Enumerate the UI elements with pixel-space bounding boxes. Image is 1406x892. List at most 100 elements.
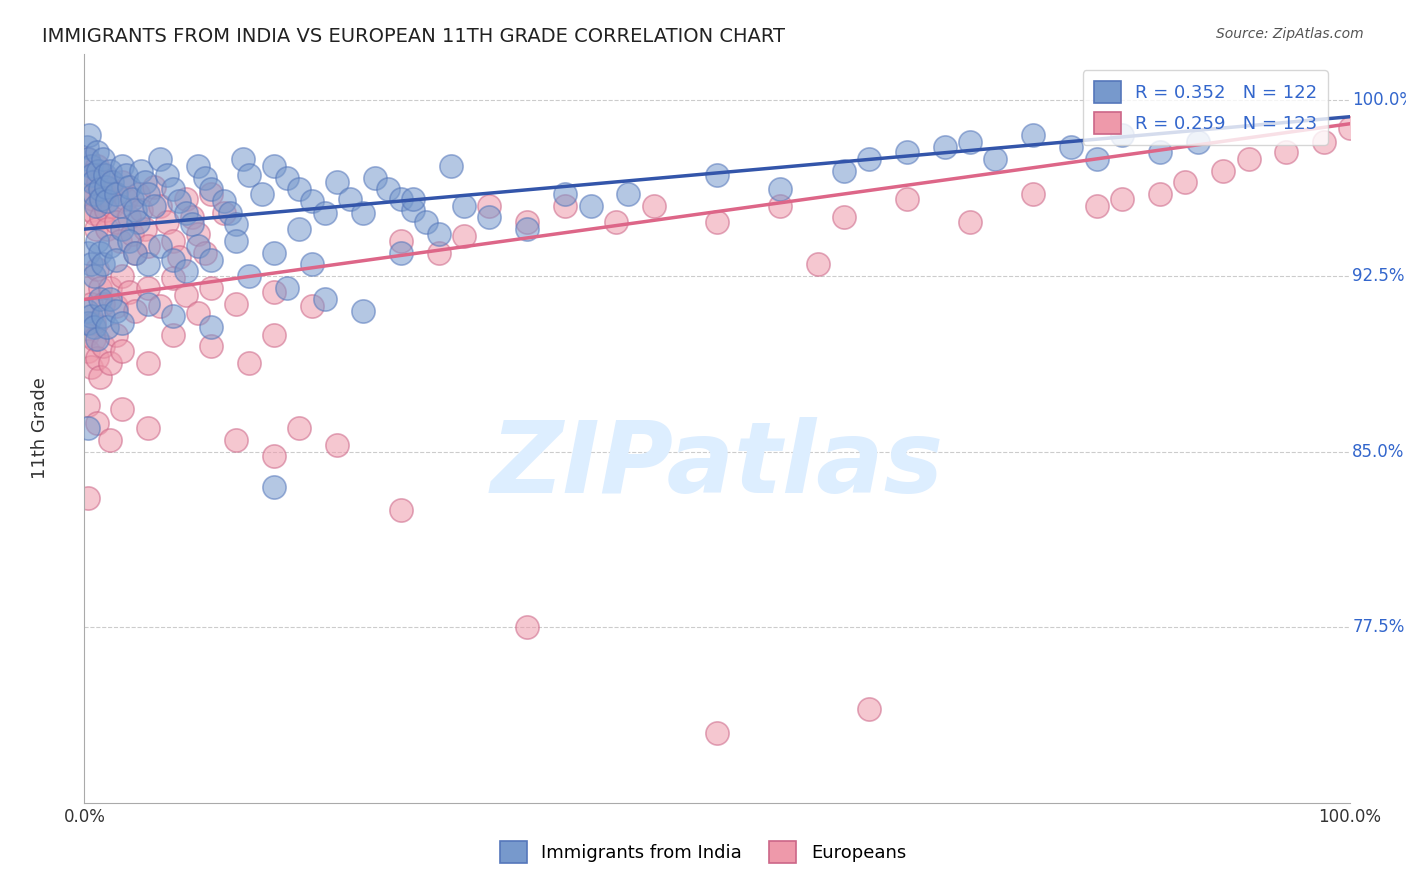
Point: [80, 168, 103, 183]
Point: [93, 297, 115, 311]
Text: 100.0%: 100.0%: [1353, 91, 1406, 110]
Point: [896, 145, 918, 159]
Point: [105, 304, 127, 318]
Point: [86, 332, 108, 346]
Text: ZIPatlas: ZIPatlas: [491, 417, 943, 514]
Text: 92.5%: 92.5%: [1353, 267, 1405, 285]
Point: [94, 203, 117, 218]
Point: [89, 369, 111, 384]
Point: [76, 152, 98, 166]
Point: [162, 252, 184, 267]
Point: [984, 152, 1007, 166]
Point: [76, 304, 98, 318]
Point: [478, 211, 501, 225]
Point: [1237, 152, 1260, 166]
Point: [1187, 136, 1209, 150]
Point: [440, 159, 463, 173]
Point: [86, 234, 108, 248]
Point: [706, 725, 728, 739]
Point: [288, 222, 311, 236]
Point: [643, 199, 665, 213]
Point: [83, 332, 105, 346]
Point: [1060, 140, 1083, 154]
Point: [105, 299, 127, 313]
Point: [86, 417, 108, 431]
Point: [98, 238, 121, 252]
Point: [90, 192, 112, 206]
Point: [155, 215, 177, 229]
Point: [364, 170, 387, 185]
Point: [162, 271, 184, 285]
Point: [389, 192, 412, 206]
Point: [124, 245, 146, 260]
Point: [314, 293, 336, 307]
Point: [301, 257, 323, 271]
Point: [111, 402, 134, 417]
Point: [579, 199, 602, 213]
Point: [79, 187, 101, 202]
Point: [389, 503, 412, 517]
Point: [115, 192, 138, 206]
Point: [263, 245, 285, 260]
Point: [225, 234, 247, 248]
Point: [187, 306, 209, 320]
Point: [263, 285, 285, 300]
Point: [1212, 163, 1234, 178]
Point: [169, 250, 191, 264]
Point: [231, 152, 254, 166]
Point: [180, 211, 204, 225]
Point: [76, 140, 98, 154]
Point: [1111, 192, 1133, 206]
Point: [326, 175, 349, 189]
Point: [352, 206, 374, 220]
Point: [516, 215, 538, 229]
Point: [111, 268, 134, 283]
Point: [143, 180, 166, 194]
Point: [180, 218, 204, 232]
Point: [149, 152, 172, 166]
Point: [238, 356, 260, 370]
Point: [706, 168, 728, 183]
Point: [105, 327, 127, 342]
Point: [115, 168, 138, 183]
Point: [769, 199, 792, 213]
Point: [108, 234, 131, 248]
Point: [111, 222, 134, 236]
Text: IMMIGRANTS FROM INDIA VS EUROPEAN 11TH GRADE CORRELATION CHART: IMMIGRANTS FROM INDIA VS EUROPEAN 11TH G…: [42, 27, 785, 45]
Point: [80, 175, 103, 189]
Point: [105, 187, 127, 202]
Point: [1085, 199, 1108, 213]
Point: [174, 264, 197, 278]
Point: [238, 168, 260, 183]
Point: [225, 433, 247, 447]
Point: [118, 285, 141, 300]
Point: [832, 163, 855, 178]
Point: [706, 215, 728, 229]
Point: [87, 175, 110, 189]
Point: [453, 199, 475, 213]
Point: [89, 293, 111, 307]
Point: [1174, 175, 1197, 189]
Point: [136, 257, 159, 271]
Point: [83, 187, 105, 202]
Point: [86, 145, 108, 159]
Point: [79, 297, 103, 311]
Point: [263, 480, 285, 494]
Point: [111, 316, 134, 330]
Point: [858, 702, 880, 716]
Point: [77, 491, 100, 506]
Point: [377, 182, 399, 196]
Point: [187, 238, 209, 252]
Point: [250, 187, 273, 202]
Point: [427, 245, 450, 260]
Point: [149, 238, 172, 252]
Point: [98, 163, 121, 178]
Point: [118, 180, 141, 194]
Point: [111, 175, 134, 189]
Text: Source: ZipAtlas.com: Source: ZipAtlas.com: [1216, 27, 1364, 41]
Point: [478, 199, 501, 213]
Point: [427, 227, 450, 241]
Point: [79, 159, 103, 173]
Point: [87, 163, 110, 178]
Point: [187, 227, 209, 241]
